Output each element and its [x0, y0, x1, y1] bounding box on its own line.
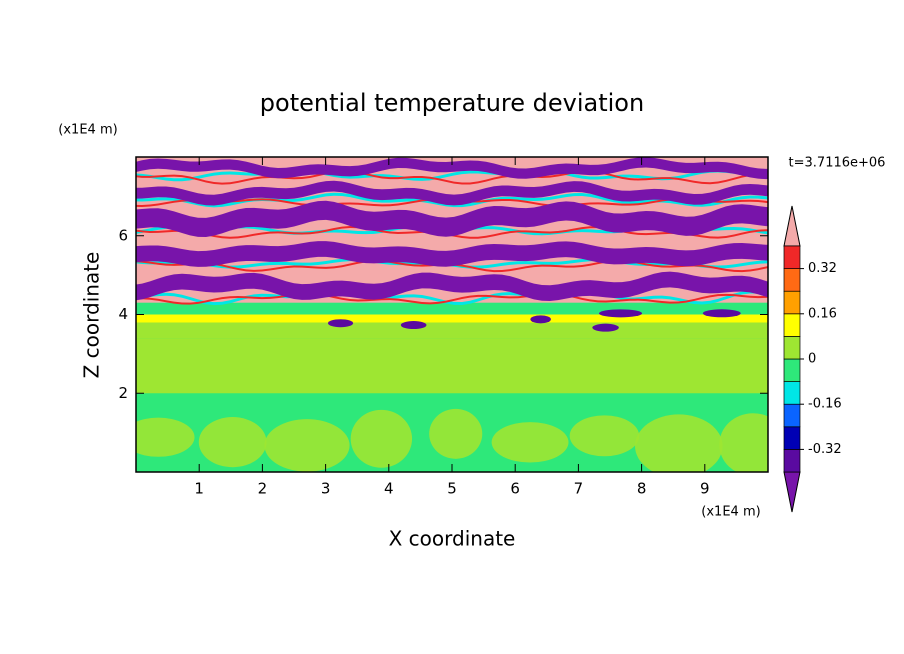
x-tick-label: 3 — [321, 480, 331, 498]
contour-field — [136, 157, 768, 472]
field-blob — [400, 321, 427, 330]
colorbar-band — [783, 336, 801, 360]
x-tick-label: 7 — [574, 480, 584, 498]
field-blob — [136, 417, 195, 457]
colorbar-tick-label: 0 — [808, 352, 816, 367]
field-blob — [702, 309, 741, 318]
field-blob — [598, 309, 643, 318]
y-axis-label: Z coordinate — [80, 252, 104, 379]
field-stripe — [136, 157, 768, 180]
x-tick-label: 8 — [637, 480, 647, 498]
colorbar-band — [783, 245, 801, 269]
colorbar-band — [783, 268, 801, 292]
x-tick-label: 1 — [194, 480, 204, 498]
y-tick-label: 4 — [118, 305, 128, 323]
colorbar-extension — [783, 471, 801, 513]
x-tick-label: 2 — [258, 480, 268, 498]
field-blob — [327, 319, 354, 328]
field-blob — [429, 408, 483, 459]
field-blob — [719, 413, 768, 472]
colorbar-band — [783, 449, 801, 473]
colorbar-extension — [783, 205, 801, 247]
field-stripe — [136, 169, 768, 185]
colorbar-tick-label: 0.16 — [808, 306, 837, 321]
colorbar-band — [783, 313, 801, 337]
field-stripe — [136, 271, 768, 301]
field-blob — [530, 315, 551, 324]
field-blob — [264, 419, 350, 472]
field-band — [136, 338, 768, 394]
field-band — [136, 314, 768, 323]
colorbar-band — [783, 381, 801, 405]
time-annotation: t=3.7116e+06 — [789, 156, 886, 171]
field-blob — [592, 323, 619, 332]
field-stripe — [136, 180, 768, 206]
x-axis-label: X coordinate — [389, 527, 516, 551]
field-stripe — [136, 198, 768, 207]
y-tick-label: 6 — [118, 226, 128, 244]
field-blob — [350, 409, 413, 468]
field-stripe — [136, 200, 768, 237]
colorbar-tick-label: -0.16 — [808, 397, 842, 412]
y-unit: (x1E4 m) — [58, 123, 117, 138]
colorbar-band — [783, 290, 801, 315]
field-stripe — [136, 241, 768, 267]
colorbar-band — [783, 403, 801, 428]
x-tick-label: 4 — [384, 480, 394, 498]
field-blob — [569, 415, 640, 457]
colorbar-band — [783, 426, 801, 450]
x-tick-label: 6 — [510, 480, 520, 498]
field-blob — [198, 417, 267, 468]
field-blob — [635, 414, 723, 472]
field-blob — [491, 422, 569, 463]
x-tick-label: 9 — [700, 480, 710, 498]
colorbar-band — [783, 358, 801, 382]
chart-title: potential temperature deviation — [260, 89, 644, 117]
field-stripe — [136, 168, 768, 182]
x-tick-label: 5 — [447, 480, 457, 498]
field-stripe — [136, 286, 768, 306]
colorbar-tick-label: 0.32 — [808, 261, 837, 276]
y-tick-label: 2 — [118, 384, 128, 402]
colorbar-tick-label: -0.32 — [808, 442, 842, 457]
x-unit: (x1E4 m) — [701, 505, 760, 520]
